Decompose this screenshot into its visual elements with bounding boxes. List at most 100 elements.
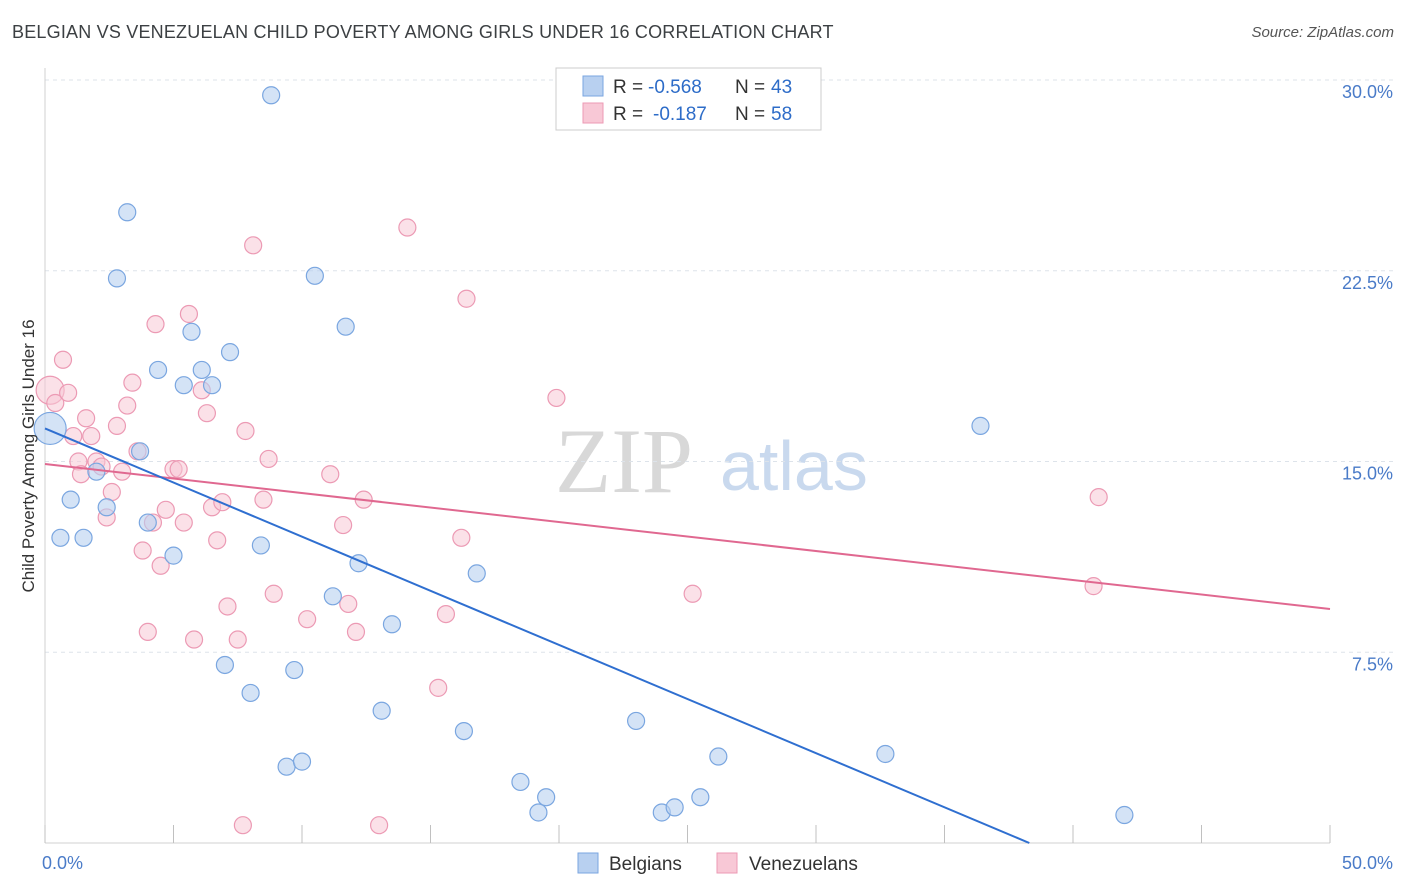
legend-swatch-venezuelans (582, 102, 604, 124)
belgians-point (277, 757, 296, 776)
x-tick-label: 0.0% (42, 853, 83, 873)
belgians-point (454, 721, 474, 741)
venezuelans-point (77, 409, 96, 428)
trend-lines (44, 427, 1331, 844)
venezuelans-point (321, 465, 340, 484)
belgians-point (372, 701, 391, 720)
venezuelans-point (457, 289, 476, 308)
belgians-point (174, 376, 193, 395)
venezuelans-point (254, 490, 273, 509)
watermark-atlas: atlas (720, 427, 868, 505)
bottom-legend-label-venezuelans: Venezuelans (749, 854, 858, 875)
venezuelans-point (1084, 577, 1103, 596)
venezuelans-point (334, 515, 353, 535)
venezuelans-point (59, 383, 78, 402)
belgians-point (202, 376, 222, 395)
bottom-legend-swatch-venezuelans (716, 852, 738, 874)
belgians-point (467, 564, 486, 583)
bottom-legend: Belgians Venezuelans (577, 852, 858, 875)
venezuelans-point (151, 556, 170, 575)
belgians-point (130, 442, 150, 461)
belgians-point (292, 752, 312, 771)
belgians-point (107, 269, 127, 288)
venezuelans-point (236, 421, 255, 441)
legend-r-label-belgians: R = (613, 77, 643, 98)
bottom-legend-label-belgians: Belgians (609, 854, 682, 875)
venezuelans-point (436, 604, 456, 624)
top-legend: R = -0.568 N = 43 R = -0.187 N = 58 (555, 67, 822, 131)
venezuelans-point (197, 404, 217, 423)
belgians-point (182, 322, 201, 341)
belgians-point (382, 615, 402, 634)
belgians-point (51, 528, 70, 547)
venezuelans-point (156, 500, 175, 519)
y-tick-label: 15.0% (1342, 464, 1393, 484)
venezuelans-point (82, 426, 101, 446)
venezuelans-point (228, 630, 247, 649)
venezuelans-point (169, 460, 188, 479)
belgians-point (61, 490, 80, 509)
legend-n-label-belgians: N = (735, 77, 765, 98)
grid-lines (45, 79, 1393, 653)
venezuelans-point (184, 630, 204, 649)
belgians-point (626, 711, 646, 731)
belgians-point (251, 536, 270, 555)
venezuelans-point (218, 597, 237, 616)
venezuelans-point (208, 531, 227, 550)
venezuelans-point (264, 584, 283, 603)
belgians-point (87, 462, 106, 481)
belgians-point (709, 747, 728, 766)
venezuelans-point (370, 816, 389, 835)
venezuelans-point (146, 315, 165, 334)
belgians-point (118, 203, 137, 222)
belgians-point (215, 655, 234, 675)
venezuelans-point (123, 373, 142, 392)
venezuelans-point (244, 236, 263, 255)
venezuelans-trend-line (44, 463, 1331, 611)
belgians-point (262, 86, 281, 105)
x-tick-label: 50.0% (1342, 853, 1393, 873)
belgians-point (164, 546, 183, 565)
venezuelans-points (35, 218, 1108, 835)
belgians-point (323, 587, 342, 606)
venezuelans-point (102, 482, 121, 502)
venezuelans-point (298, 610, 317, 629)
belgians-points (33, 86, 1134, 825)
y-tick-label: 30.0% (1342, 82, 1393, 102)
venezuelans-point (339, 594, 358, 614)
venezuelans-point (547, 388, 566, 408)
y-tick-label: 7.5% (1352, 654, 1393, 674)
belgians-point (97, 498, 116, 517)
belgians-point (241, 683, 260, 703)
belgians-point (336, 317, 355, 336)
bottom-legend-swatch-belgians (577, 852, 599, 874)
belgians-point (305, 266, 324, 285)
legend-r-value-belgians: -0.568 (648, 77, 702, 98)
belgians-point (138, 513, 157, 532)
belgians-point (74, 528, 93, 547)
belgians-point (691, 788, 710, 807)
axes: 7.5% 15.0% 22.5% 30.0% 0.0% 50.0% (42, 68, 1393, 873)
venezuelans-point (174, 513, 193, 532)
belgians-point (529, 803, 548, 822)
chart-source: Source: ZipAtlas.com (1251, 24, 1394, 41)
belgians-trend-line (44, 427, 1030, 844)
venezuelans-point (179, 304, 199, 324)
legend-n-value-venezuelans: 58 (771, 104, 792, 125)
venezuelans-point (429, 678, 448, 697)
belgians-point (33, 411, 67, 446)
belgians-point (1115, 805, 1134, 825)
venezuelans-point (346, 622, 366, 642)
belgians-point (665, 798, 684, 817)
venezuelans-point (46, 393, 65, 413)
venezuelans-point (138, 622, 157, 642)
y-tick-label: 22.5% (1342, 273, 1393, 293)
venezuelans-point (118, 396, 137, 415)
belgians-point (511, 772, 530, 792)
y-axis-label: Child Poverty Among Girls Under 16 (19, 319, 38, 592)
venezuelans-point (1089, 488, 1108, 507)
legend-n-value-belgians: 43 (771, 77, 792, 98)
venezuelans-point (53, 350, 73, 369)
legend-swatch-belgians (582, 75, 604, 97)
